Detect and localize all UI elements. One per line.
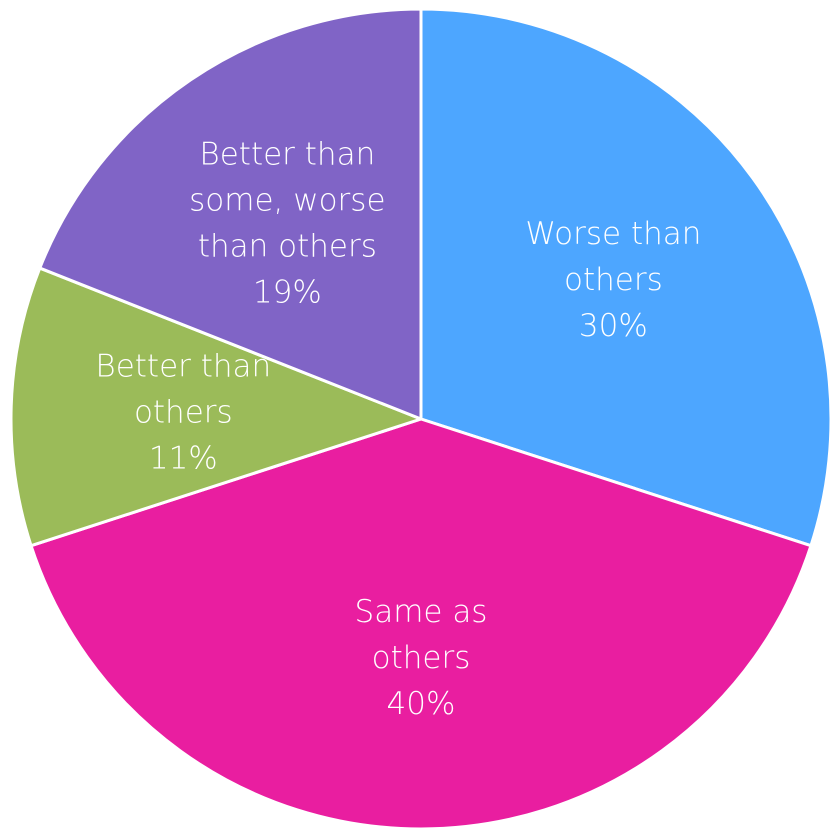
pie-slice-label-0: Worse than others 30% xyxy=(525,216,701,344)
pie-slice-2 xyxy=(9,266,423,548)
slice-value-label: 30% xyxy=(579,308,648,344)
slice-category-label: others xyxy=(564,262,663,298)
slice-category-label: Worse than xyxy=(525,216,701,252)
slice-category-label: some, worse xyxy=(189,182,385,218)
slice-category-label: than others xyxy=(198,228,377,264)
pie-slice-1 xyxy=(29,417,813,831)
pie-labels: Worse than others 30% Same as others 40% Bette… xyxy=(95,136,701,721)
slice-category-label: others xyxy=(134,395,233,431)
slice-value-label: 19% xyxy=(253,274,322,310)
slice-category-label: Same as xyxy=(355,594,488,630)
slice-category-label: others xyxy=(372,640,471,676)
pie-slice-label-2: Better than others 11% xyxy=(95,349,271,477)
slice-category-label: Better than xyxy=(95,349,271,385)
slice-category-label: Better than xyxy=(199,136,375,172)
pie-slice-label-3: Better than some, worse than others 19% xyxy=(189,136,385,310)
pie-slices xyxy=(9,7,831,831)
pie-slice-label-1: Same as others 40% xyxy=(355,594,488,722)
pie-slice-3 xyxy=(38,7,423,421)
slice-value-label: 40% xyxy=(387,686,456,722)
slice-value-label: 11% xyxy=(149,441,218,477)
pie-slice-0 xyxy=(419,7,831,548)
